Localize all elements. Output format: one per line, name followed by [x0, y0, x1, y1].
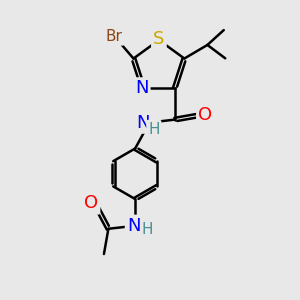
- Text: H: H: [142, 222, 153, 237]
- Text: O: O: [198, 106, 212, 124]
- Text: O: O: [84, 194, 98, 212]
- Text: N: N: [135, 80, 148, 98]
- Text: S: S: [153, 29, 165, 47]
- Text: H: H: [148, 122, 160, 136]
- Text: N: N: [127, 217, 140, 235]
- Text: N: N: [137, 114, 150, 132]
- Text: Br: Br: [106, 29, 122, 44]
